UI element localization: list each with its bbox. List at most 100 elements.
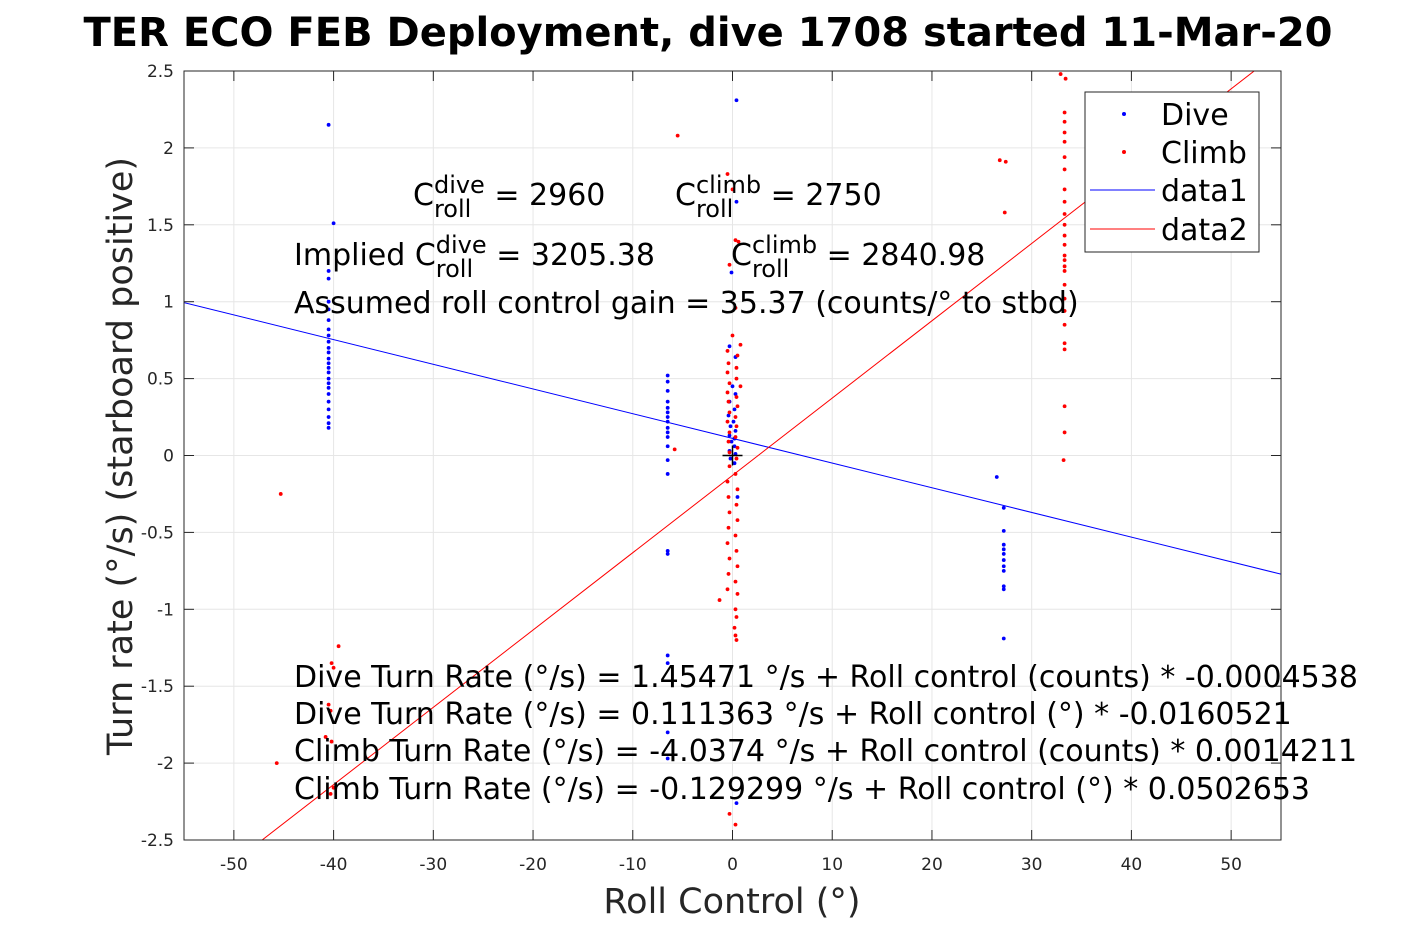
point-climb <box>727 381 732 386</box>
point-dive <box>665 415 670 419</box>
point-dive <box>1001 558 1006 562</box>
point-climb <box>736 239 741 244</box>
point-dive <box>326 318 331 323</box>
y-tick-label: -2.5 <box>141 831 174 851</box>
point-dive <box>665 373 670 378</box>
point-climb <box>675 133 680 138</box>
point-climb <box>331 785 336 790</box>
point-climb <box>329 739 334 744</box>
point-dive <box>1001 505 1006 510</box>
point-climb <box>1062 430 1067 435</box>
y-tick-label: -2 <box>157 754 174 774</box>
point-dive <box>734 98 739 103</box>
x-tick-label: 30 <box>1021 855 1043 875</box>
point-climb <box>733 415 738 419</box>
point-dive <box>665 653 670 658</box>
point-climb <box>735 592 740 596</box>
point-dive <box>326 376 331 381</box>
point-climb <box>726 361 731 366</box>
point-climb <box>328 708 333 713</box>
point-dive <box>326 269 331 273</box>
legend-label-data1: data1 <box>1161 174 1248 209</box>
x-tick-label: 40 <box>1121 855 1143 875</box>
point-climb <box>278 492 283 496</box>
point-dive <box>665 419 670 424</box>
axis-ticks: -50 -40 -30 -20 -10 0 10 20 30 40 50-2.5-2-1.5-1-0… <box>141 62 1281 875</box>
point-dive <box>1001 564 1006 569</box>
point-climb <box>1062 269 1067 273</box>
point-climb <box>727 450 732 455</box>
point-climb <box>727 410 732 415</box>
point-dive <box>326 399 331 404</box>
point-dive <box>326 327 331 332</box>
point-dive <box>729 439 734 444</box>
point-climb <box>734 548 739 553</box>
legend-marker-dive <box>1122 112 1126 116</box>
y-axis-label: Turn rate (°/s) (starboard positive) <box>101 157 141 756</box>
point-dive <box>326 421 331 426</box>
fit-equation: Dive Turn Rate (°/s) = 1.45471 °/s + Rol… <box>294 660 1358 695</box>
point-dive <box>733 392 738 396</box>
point-climb <box>1062 139 1067 144</box>
point-climb <box>1062 212 1067 216</box>
point-climb <box>733 472 738 476</box>
point-climb <box>725 541 730 546</box>
point-climb <box>1062 253 1067 258</box>
point-dive <box>727 344 732 349</box>
point-dive <box>665 405 670 410</box>
point-dive <box>1001 636 1006 641</box>
point-climb <box>730 333 735 338</box>
legend-label-data2: data2 <box>1161 213 1248 248</box>
point-climb <box>735 487 740 492</box>
point-dive <box>326 425 331 430</box>
point-dive <box>727 433 732 438</box>
point-climb <box>336 644 341 649</box>
point-dive <box>730 384 735 389</box>
point-climb <box>725 479 730 484</box>
point-climb <box>1062 199 1067 204</box>
point-dive <box>326 339 331 344</box>
point-climb <box>734 638 739 642</box>
point-climb <box>735 445 740 450</box>
point-climb <box>1062 110 1067 115</box>
point-dive <box>1001 528 1006 533</box>
point-dive <box>326 276 331 281</box>
coefficient-annotation: Cdive roll = 2960 <box>413 171 605 223</box>
y-tick-label: -0.5 <box>141 523 174 543</box>
y-tick-label: -1 <box>157 600 174 620</box>
point-climb <box>738 342 743 347</box>
x-tick-label: -10 <box>619 855 647 875</box>
point-dive <box>326 365 331 370</box>
point-climb <box>331 665 336 670</box>
point-climb <box>734 424 739 429</box>
point-climb <box>1062 119 1067 124</box>
point-dive <box>665 548 670 553</box>
data-points <box>274 72 1068 827</box>
point-climb <box>733 822 738 827</box>
point-climb <box>735 404 740 409</box>
point-dive <box>994 475 999 479</box>
point-dive <box>665 379 670 384</box>
point-dive <box>665 730 670 735</box>
x-tick-label: 20 <box>921 855 943 875</box>
point-climb <box>732 625 737 630</box>
point-dive <box>326 350 331 355</box>
point-dive <box>1001 568 1006 573</box>
point-climb <box>1063 76 1068 81</box>
point-climb <box>1062 242 1067 247</box>
point-dive <box>735 495 740 499</box>
legend-label-dive: Dive <box>1161 98 1229 133</box>
point-climb <box>1003 159 1008 164</box>
point-climb <box>726 495 731 499</box>
y-tick-label: 0 <box>163 447 174 467</box>
y-tick-label: 1 <box>163 293 174 313</box>
point-dive <box>326 415 331 419</box>
point-climb <box>1062 130 1067 135</box>
point-climb <box>1061 458 1066 463</box>
x-tick-label: -50 <box>220 855 248 875</box>
point-climb <box>735 564 740 569</box>
point-dive <box>665 552 670 556</box>
point-climb <box>323 735 328 739</box>
point-dive <box>326 307 331 312</box>
point-dive <box>665 430 670 435</box>
